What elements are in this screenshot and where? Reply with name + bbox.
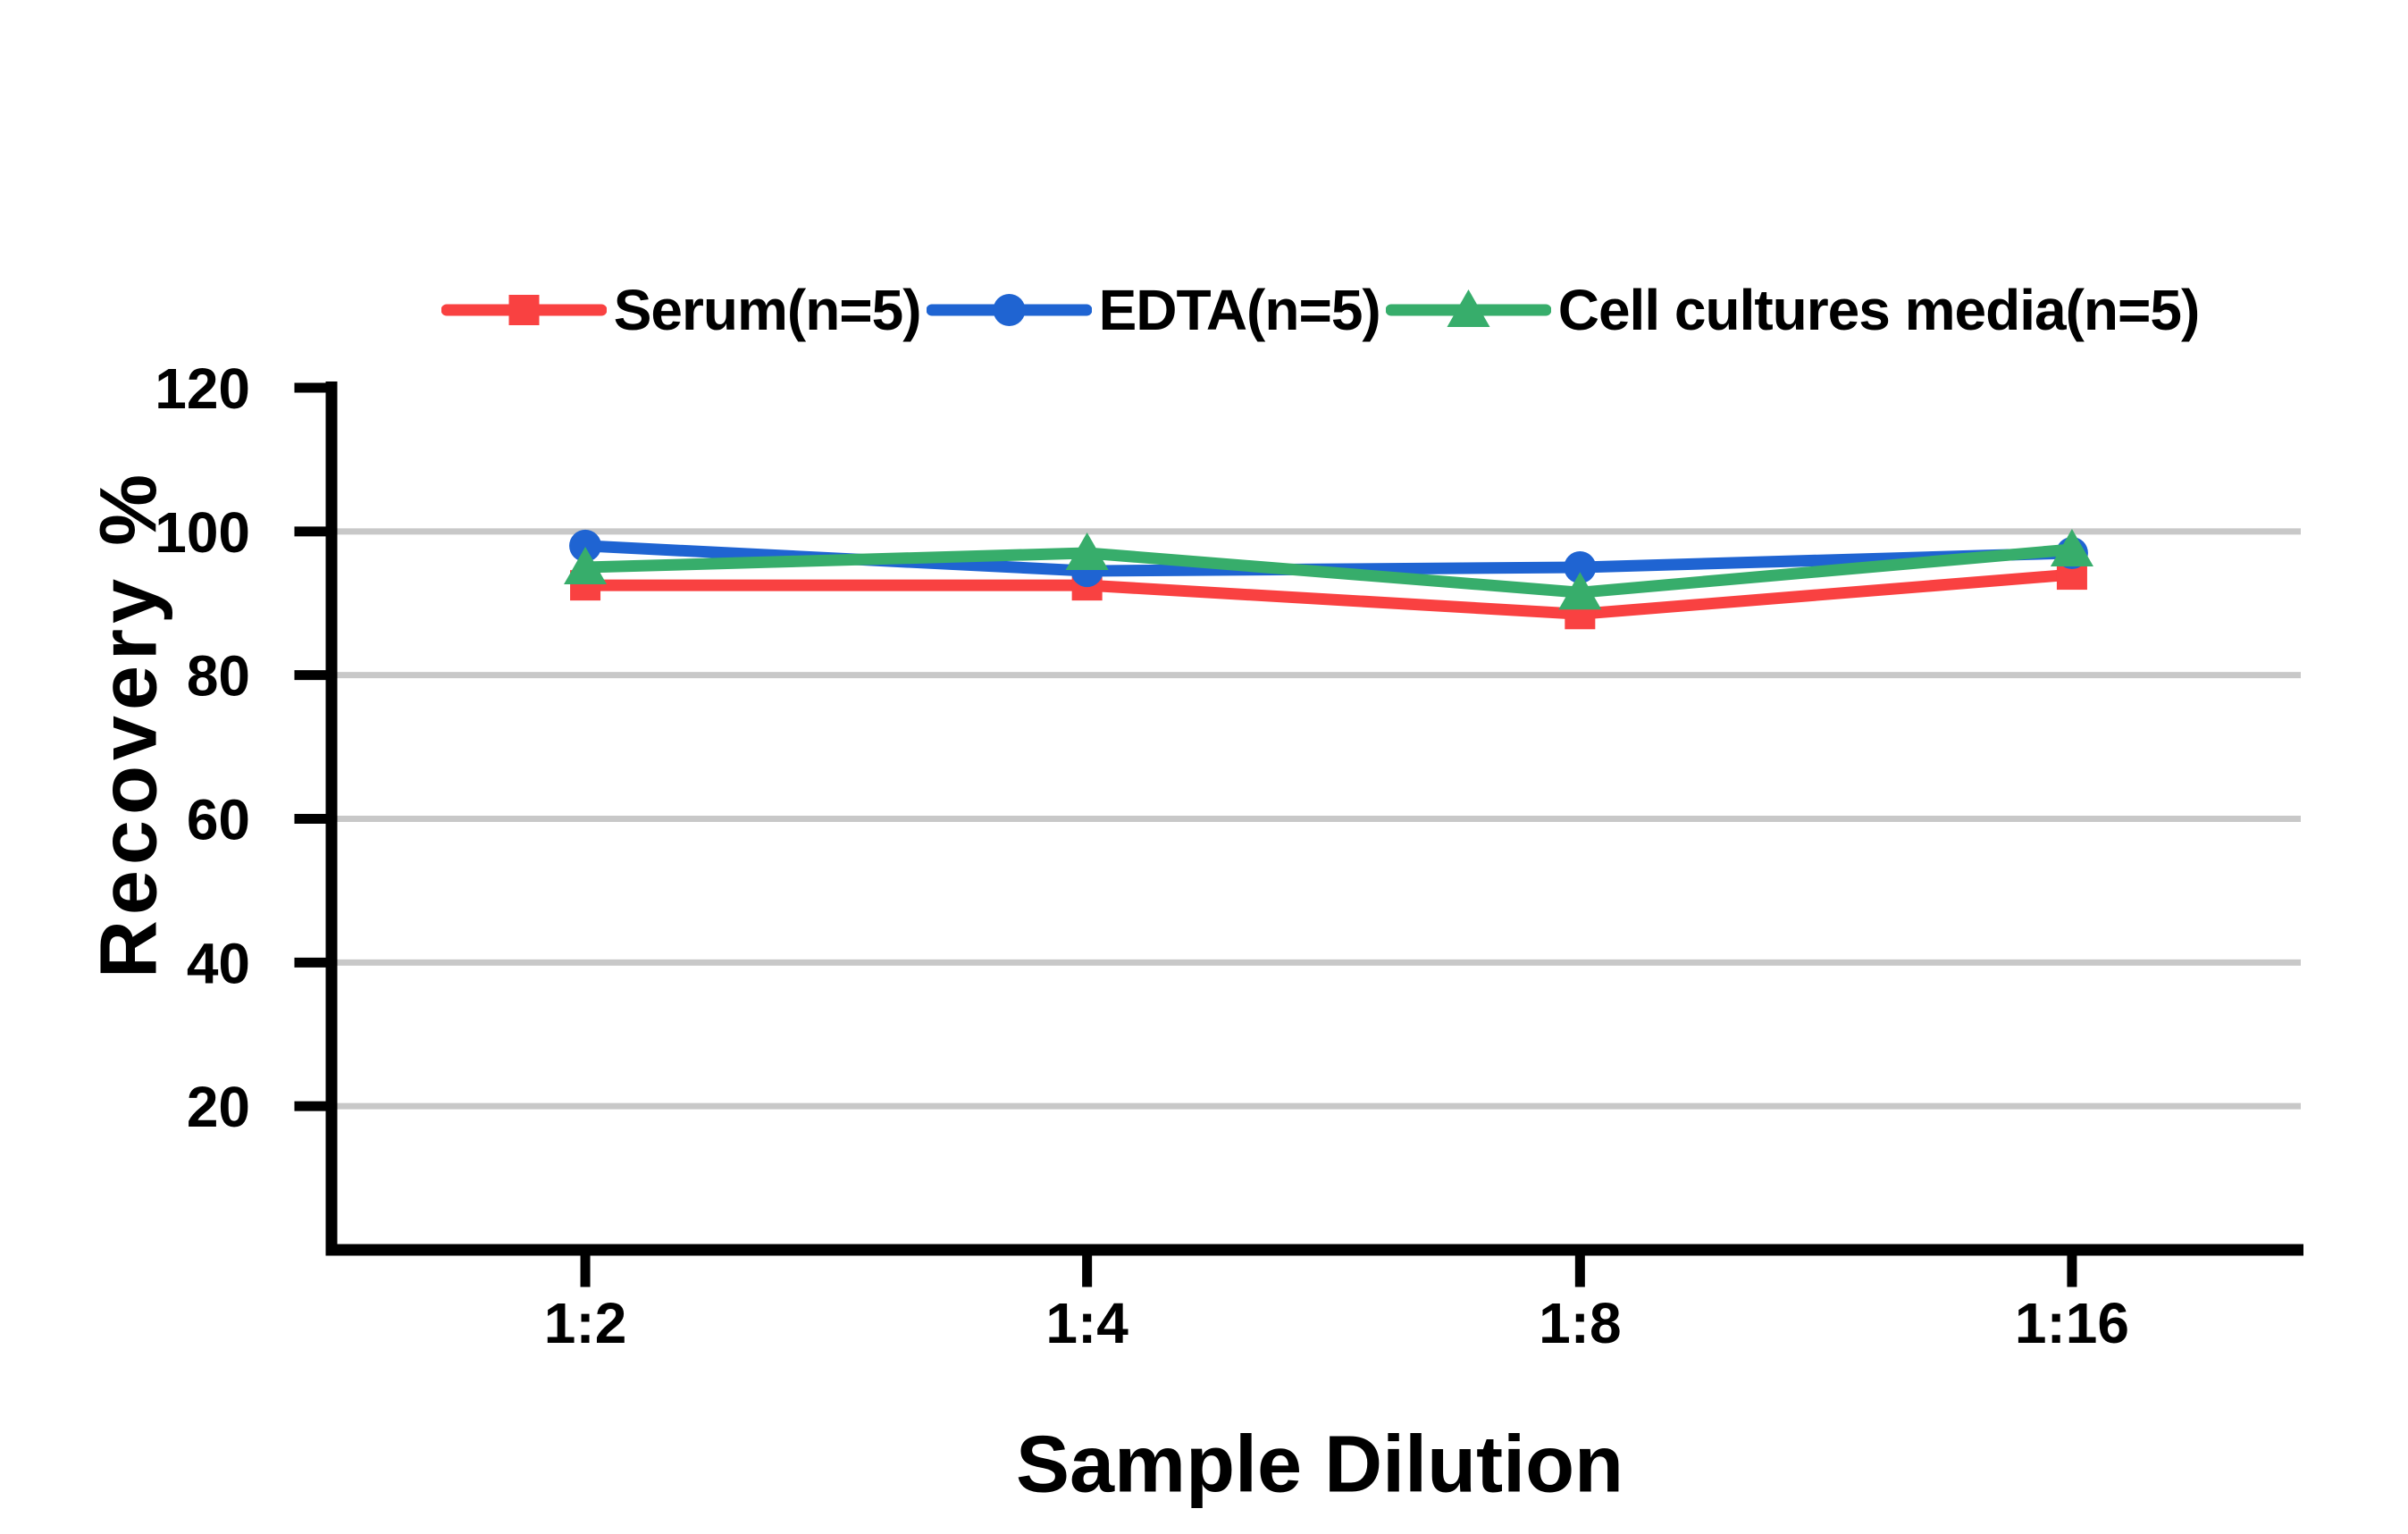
series-line-cell-cultures-media-n-5 bbox=[579, 543, 2078, 599]
legend-marker-serum-n-5 bbox=[508, 295, 540, 325]
x-axis-title: Sample Dilution bbox=[1015, 1420, 1624, 1510]
data-point-cell-cultures-media-n-5-1-4 bbox=[1065, 532, 1109, 570]
x-tick-label-1-8: 1:8 bbox=[1539, 1291, 1622, 1355]
y-tick-label-100: 100 bbox=[155, 500, 250, 565]
y-tick-label-80: 80 bbox=[187, 644, 250, 708]
x-tick-label-1-4: 1:4 bbox=[1045, 1291, 1128, 1355]
legend-label-cell-cultures-media-n-5: Cell cultures media(n=5) bbox=[1557, 278, 2201, 342]
legend-triangle-marker-icon bbox=[1385, 289, 1551, 327]
data-point-edta-n-5-1-2 bbox=[569, 529, 602, 562]
y-tick-label-60: 60 bbox=[187, 788, 250, 852]
legend-marker-cell-cultures-media-n-5 bbox=[1447, 289, 1490, 327]
data-point-edta-n-5-1-8 bbox=[1564, 551, 1597, 584]
legend-label-edta-n-5: EDTA(n=5) bbox=[1098, 278, 1381, 342]
y-tick-label-120: 120 bbox=[155, 356, 250, 421]
legend-item-edta-n-5: EDTA(n=5) bbox=[926, 274, 1381, 346]
x-tick-label-1-16: 1:16 bbox=[2015, 1291, 2129, 1355]
y-axis-title: Recovery % bbox=[84, 468, 174, 979]
legend-item-serum-n-5: Serum(n=5) bbox=[440, 274, 922, 346]
y-tick-label-40: 40 bbox=[187, 931, 250, 995]
series-line-serum-n-5 bbox=[579, 568, 2078, 620]
data-point-cell-cultures-media-n-5-1-8 bbox=[1558, 572, 1602, 610]
x-tick-label-1-2: 1:2 bbox=[544, 1291, 627, 1355]
data-point-cell-cultures-media-n-5-1-2 bbox=[564, 547, 608, 585]
legend-marker-edta-n-5 bbox=[993, 294, 1026, 326]
y-tick-label-20: 20 bbox=[187, 1075, 250, 1139]
legend-square-marker-icon bbox=[440, 295, 607, 325]
legend-circle-marker-icon bbox=[926, 294, 1092, 326]
legend-item-cell-cultures-media-n-5: Cell cultures media(n=5) bbox=[1385, 274, 2201, 346]
legend-label-serum-n-5: Serum(n=5) bbox=[613, 278, 922, 342]
data-point-cell-cultures-media-n-5-1-16 bbox=[2050, 528, 2093, 566]
